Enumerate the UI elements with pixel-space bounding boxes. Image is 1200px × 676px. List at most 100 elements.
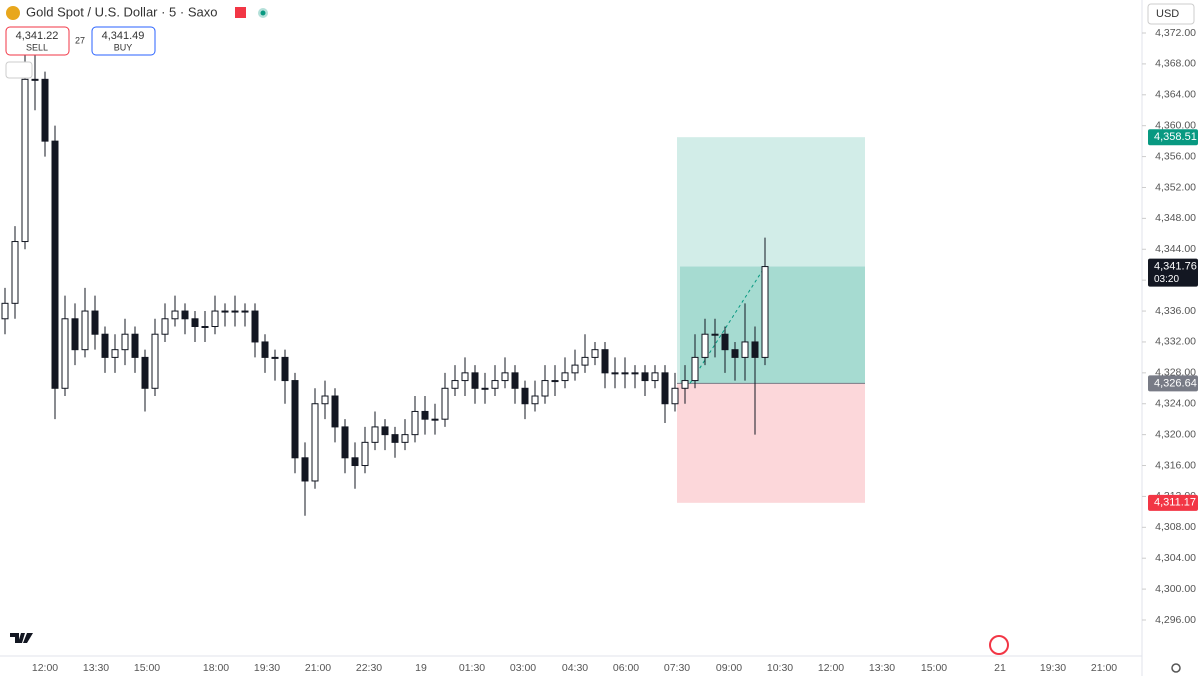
logo[interactable]	[10, 633, 33, 643]
buy-button[interactable]	[91, 26, 156, 56]
x-tick-label: 15:00	[134, 662, 160, 674]
candle-body	[621, 372, 629, 375]
candle-body	[481, 387, 489, 390]
x-tick-label: 21	[994, 662, 1006, 674]
candle-body	[431, 418, 439, 421]
candle-body	[581, 356, 589, 366]
chart-title[interactable]: Gold Spot / U.S. Dollar · 5 · Saxo	[26, 4, 217, 19]
candle-body	[491, 380, 499, 389]
stop-badge	[1148, 494, 1198, 511]
buy-price[interactable]: 4,341.49	[102, 30, 145, 42]
x-tick-label: 10:30	[767, 662, 793, 674]
y-tick-label: 4,324.00	[1155, 398, 1196, 410]
candle-body	[471, 372, 479, 389]
candle-body	[231, 310, 239, 313]
candle-body	[141, 356, 149, 389]
y-tick-label: 4,344.00	[1155, 243, 1196, 255]
candle-body	[601, 349, 609, 374]
candle-body	[11, 241, 19, 304]
candle-body	[591, 349, 599, 358]
settings-icon[interactable]	[1171, 663, 1181, 673]
y-tick-label: 4,336.00	[1155, 305, 1196, 317]
x-tick-label: 15:00	[921, 662, 947, 674]
candle-body	[351, 457, 359, 467]
candle-body	[451, 380, 459, 389]
x-tick-label: 03:00	[510, 662, 536, 674]
collapse-button[interactable]	[5, 61, 33, 79]
x-tick-label: 19:30	[254, 662, 280, 674]
y-tick-label: 4,364.00	[1155, 89, 1196, 101]
candle-body	[271, 356, 279, 359]
candle-body	[51, 140, 59, 389]
target-badge-label: 4,358.51	[1154, 131, 1197, 143]
x-tick-label: 22:30	[356, 662, 382, 674]
x-tick-label: 13:30	[83, 662, 109, 674]
y-tick-label: 4,308.00	[1155, 521, 1196, 533]
x-tick-label: 04:30	[562, 662, 588, 674]
last-price-badge	[1148, 258, 1198, 287]
y-tick-label: 4,356.00	[1155, 150, 1196, 162]
candle-body	[701, 333, 709, 358]
entry-badge	[1148, 375, 1198, 392]
target-badge	[1148, 129, 1198, 146]
open-profit-zone	[680, 266, 865, 384]
candle-body	[421, 410, 429, 420]
candle-body	[641, 372, 649, 382]
x-tick-label: 21:00	[305, 662, 331, 674]
y-tick-label: 4,296.00	[1155, 614, 1196, 626]
event-flag[interactable]	[989, 635, 1009, 655]
y-tick-label: 4,304.00	[1155, 552, 1196, 564]
x-tick-label: 01:30	[459, 662, 485, 674]
candle-body	[341, 426, 349, 459]
candle-body	[751, 341, 759, 358]
candle-body	[201, 326, 209, 328]
sell-button[interactable]	[5, 26, 70, 56]
candle-body	[91, 310, 99, 335]
candle-body	[391, 434, 399, 443]
sell-label[interactable]: SELL	[26, 42, 48, 52]
y-tick-label: 4,368.00	[1155, 58, 1196, 70]
y-tick-label: 4,372.00	[1155, 27, 1196, 39]
candle-body	[171, 310, 179, 320]
candle-body	[611, 372, 619, 375]
candle-body	[1, 302, 9, 320]
candle-body	[251, 310, 259, 343]
candle-body	[411, 410, 419, 436]
currency-button[interactable]	[1147, 3, 1195, 25]
candle-body	[121, 333, 129, 351]
spread: 27	[75, 35, 85, 45]
entry-badge-label: 4,326.64	[1154, 377, 1197, 389]
x-tick-label: 07:30	[664, 662, 690, 674]
candle-body	[221, 310, 229, 313]
flag-icon[interactable]	[235, 7, 246, 18]
candle-body	[361, 441, 369, 467]
x-tick-label: 21:00	[1091, 662, 1117, 674]
candle-body	[561, 372, 569, 382]
candle-body	[721, 333, 729, 351]
candle-body	[401, 434, 409, 443]
candle-body	[511, 372, 519, 389]
candle-body	[291, 380, 299, 459]
buy-label[interactable]: BUY	[114, 42, 133, 52]
candle-body	[441, 387, 449, 420]
candle-body	[381, 426, 389, 436]
candle-body	[531, 395, 539, 405]
currency[interactable]: USD	[1156, 8, 1179, 20]
countdown: 03:20	[1154, 274, 1179, 285]
candle-body	[101, 333, 109, 358]
y-tick-label: 4,348.00	[1155, 212, 1196, 224]
candle-body	[21, 78, 29, 243]
candle-body	[211, 310, 219, 328]
x-tick-label: 19	[415, 662, 427, 674]
y-tick-label: 4,352.00	[1155, 181, 1196, 193]
candle-body	[501, 372, 509, 382]
candle-body	[551, 380, 559, 383]
sell-price[interactable]: 4,341.22	[16, 30, 59, 42]
candle-body	[651, 372, 659, 382]
stop-zone	[677, 383, 865, 503]
candle-body	[671, 387, 679, 405]
candle-body	[281, 356, 289, 382]
last-price-badge-label: 4,341.76	[1154, 260, 1197, 272]
status-dot	[260, 10, 266, 16]
